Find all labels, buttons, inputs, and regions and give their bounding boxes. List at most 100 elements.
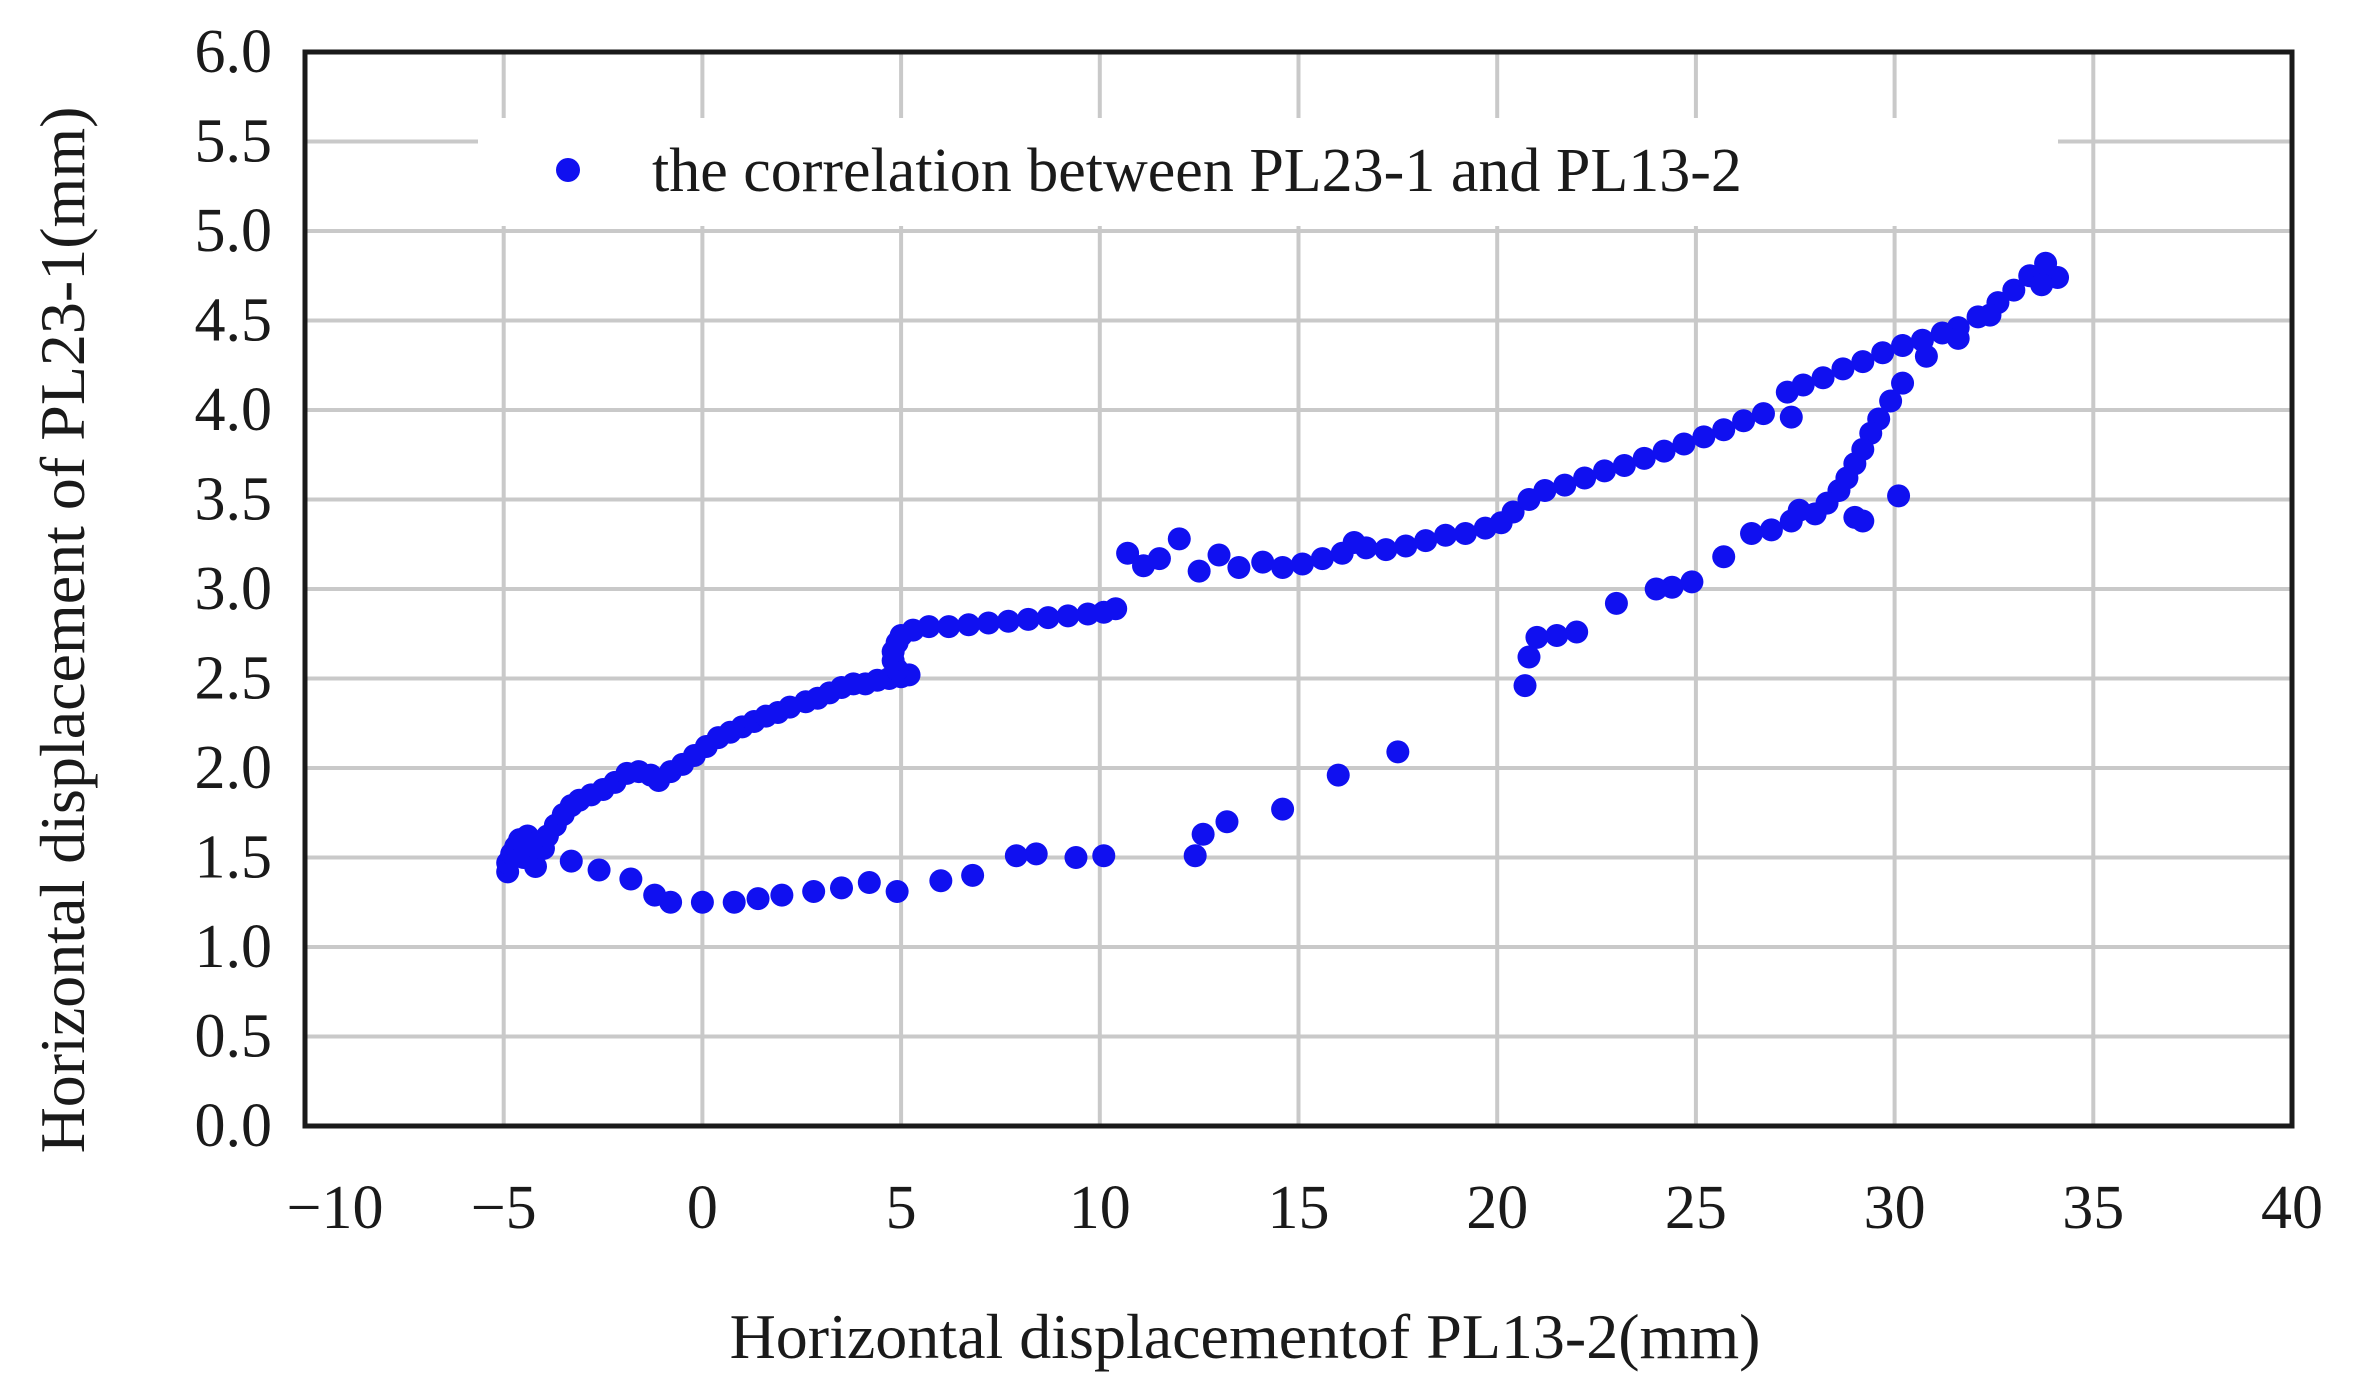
data-point (1386, 740, 1410, 764)
data-point (643, 883, 667, 907)
x-axis-title: Horizontal displacementof PL13-2(mm) (730, 1301, 1761, 1372)
data-point (1573, 466, 1597, 490)
x-tick-label: 40 (2261, 1174, 2323, 1242)
data-point (722, 890, 746, 914)
x-tick-label: −10 (287, 1174, 384, 1242)
x-tick-label: 30 (1864, 1174, 1926, 1242)
data-point (1271, 797, 1295, 821)
data-point (1191, 822, 1215, 846)
y-tick-label: 2.5 (195, 645, 273, 713)
data-point (1612, 453, 1636, 477)
data-point (937, 615, 961, 639)
x-tick-label: 20 (1466, 1174, 1528, 1242)
data-point (1751, 402, 1775, 426)
y-tick-label: 0.5 (195, 1003, 273, 1071)
data-point (2030, 273, 2054, 297)
legend-label: the correlation between PL23-1 and PL13-… (652, 137, 1742, 205)
data-point (1326, 763, 1350, 787)
data-point (1565, 620, 1589, 644)
data-point (1545, 624, 1569, 648)
data-point (587, 858, 611, 882)
data-point (1592, 459, 1616, 483)
data-point (1712, 545, 1736, 569)
data-point (1759, 518, 1783, 542)
data-point (1290, 552, 1314, 576)
data-point (1434, 523, 1458, 547)
data-point (1414, 529, 1438, 553)
data-point (1374, 538, 1398, 562)
x-tick-label: 10 (1069, 1174, 1131, 1242)
x-tick-label: 25 (1665, 1174, 1727, 1242)
data-point (1779, 509, 1803, 533)
data-point (1036, 606, 1060, 630)
data-point (857, 871, 881, 895)
data-point (1672, 432, 1696, 456)
y-tick-label: 3.0 (195, 555, 273, 623)
y-tick-label: 4.0 (195, 376, 273, 444)
data-point (1147, 547, 1171, 571)
data-point (2002, 278, 2026, 302)
data-point (690, 890, 714, 914)
grid (305, 52, 2292, 1126)
data-point (961, 863, 985, 887)
data-point (977, 611, 1001, 635)
data-point (1394, 534, 1418, 558)
data-point (1604, 591, 1628, 615)
y-axis-ticks: 0.0 0.5 1.0 1.5 2.0 2.5 3.0 3.5 4.0 4.5 5.0 5.5 6.0 (195, 18, 273, 1160)
data-point (1533, 479, 1557, 503)
data-point (1732, 409, 1756, 433)
data-point (1092, 844, 1116, 868)
data-point (1791, 373, 1815, 397)
data-point (770, 883, 794, 907)
x-tick-label: 0 (687, 1174, 718, 1242)
data-point (1871, 341, 1895, 365)
y-tick-label: 3.5 (195, 466, 273, 534)
data-point (1779, 405, 1803, 429)
data-point (1215, 810, 1239, 834)
data-point (1632, 446, 1656, 470)
data-point (559, 849, 583, 873)
data-point (1680, 570, 1704, 594)
data-points (496, 251, 2070, 914)
y-axis-title: Horizontal displacement of PL23-1(mm) (27, 107, 98, 1154)
data-point (1207, 543, 1231, 567)
data-point (1310, 547, 1334, 571)
x-tick-label: 35 (2062, 1174, 2124, 1242)
y-tick-label: 6.0 (195, 18, 273, 86)
data-point (1652, 439, 1676, 463)
y-tick-label: 4.5 (195, 287, 273, 355)
data-point (1887, 484, 1911, 508)
x-tick-label: 15 (1268, 1174, 1330, 1242)
data-point (1004, 844, 1028, 868)
legend-marker (556, 158, 580, 182)
data-point (1879, 389, 1903, 413)
data-point (1517, 645, 1541, 669)
data-point (1271, 556, 1295, 580)
data-point (523, 854, 547, 878)
data-point (1513, 674, 1537, 698)
data-point (957, 613, 981, 637)
data-point (1644, 577, 1668, 601)
legend-background (478, 118, 2058, 226)
data-point (1946, 326, 1970, 350)
data-point (1116, 541, 1140, 565)
data-point (829, 876, 853, 900)
data-point (1891, 334, 1915, 358)
data-point (1831, 357, 1855, 381)
data-point (1891, 371, 1915, 395)
data-point (802, 880, 826, 904)
data-point (1056, 604, 1080, 628)
data-point (1525, 625, 1549, 649)
data-point (1811, 366, 1835, 390)
data-point (1914, 344, 1938, 368)
data-point (1016, 607, 1040, 631)
x-tick-label: −5 (471, 1174, 537, 1242)
data-point (1553, 473, 1577, 497)
plot-frame (302, 49, 2295, 1129)
data-point (1712, 418, 1736, 442)
data-point (1187, 559, 1211, 583)
data-point (1024, 842, 1048, 866)
y-tick-label: 1.0 (195, 913, 273, 981)
data-point (1104, 597, 1128, 621)
